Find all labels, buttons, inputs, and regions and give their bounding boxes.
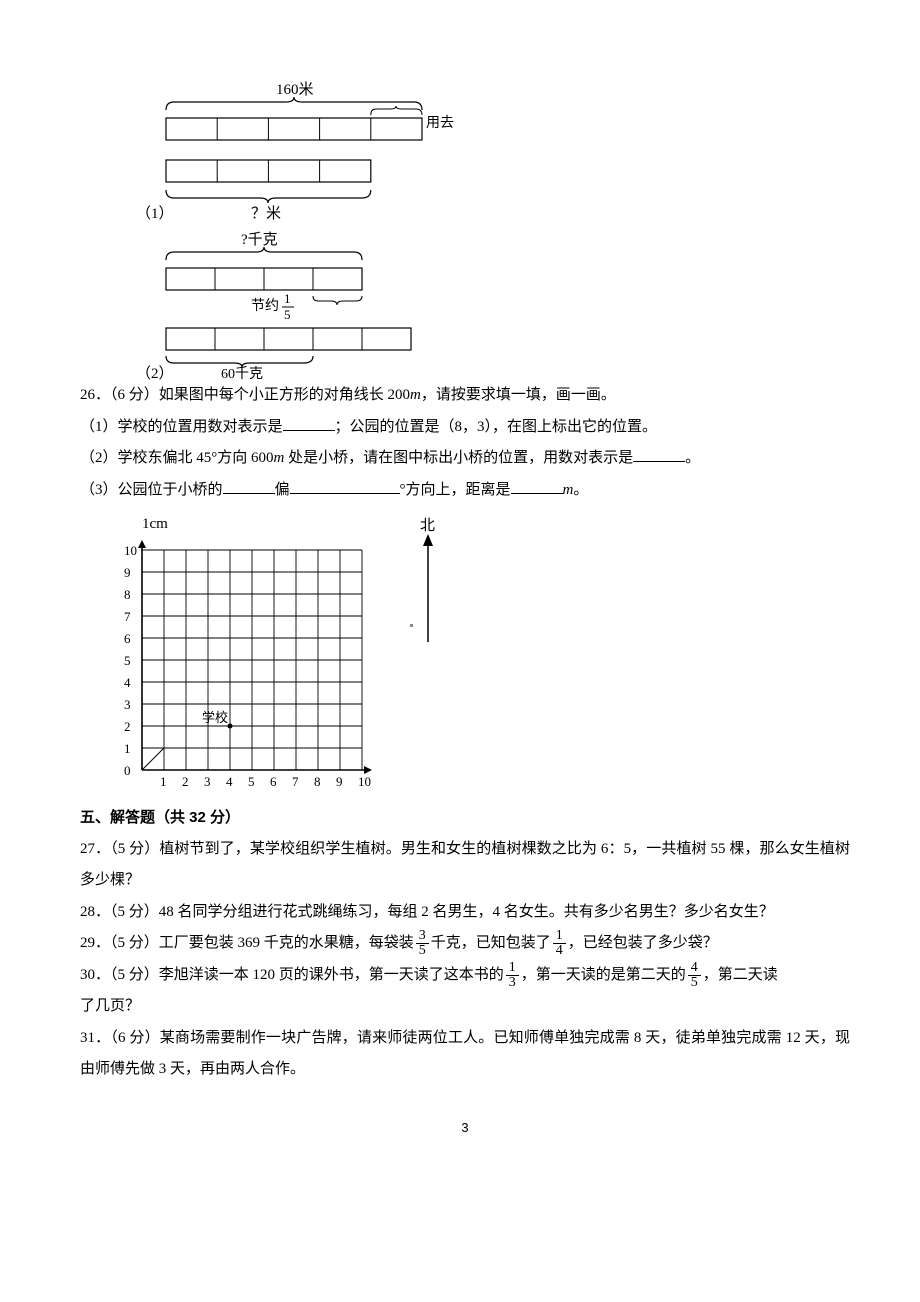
q26-p1: （1）学校的位置用数对表示是；公园的位置是（8，3），在图上标出它的位置。	[80, 412, 850, 444]
d1-index: （1）	[136, 205, 174, 222]
d1-top-brace	[166, 97, 422, 110]
svg-text:4: 4	[124, 675, 131, 690]
svg-text:5: 5	[124, 653, 131, 668]
d1-top-label: 160米	[276, 81, 314, 98]
blank	[223, 478, 275, 494]
svg-text:1: 1	[124, 741, 131, 756]
page-number: 3	[80, 1114, 850, 1141]
q30-cont: 了几页？	[80, 991, 850, 1023]
blank	[633, 446, 685, 462]
section-5-header: 五、解答题（共 32 分）	[80, 802, 850, 834]
svg-text:1: 1	[284, 291, 291, 306]
svg-text:10: 10	[358, 774, 371, 789]
d1-side-label: 用去	[426, 115, 454, 131]
d2-bottom-bar	[166, 328, 411, 350]
d1-bottom-label: ？米	[251, 205, 281, 222]
q27: 27．（5 分）植树节到了，某学校组织学生植树。男生和女生的植树棵数之比为 6：…	[80, 834, 850, 897]
svg-text:10: 10	[124, 543, 137, 558]
diagram-1: 160米 用去 1 5 ？米	[136, 80, 850, 230]
blank	[283, 415, 335, 431]
grid-unit: 1cm	[142, 516, 168, 532]
svg-text:9: 9	[124, 565, 131, 580]
svg-text:5: 5	[248, 774, 255, 789]
dot-marker	[410, 624, 413, 627]
q26-p3: （3）公园位于小桥的偏°方向上，距离是m。	[80, 475, 850, 507]
q26-header: 26．（6 分）如果图中每个小正方形的对角线长 200m，请按要求填一填，画一画…	[80, 380, 850, 412]
q28: 28．（5 分）48 名同学分组进行花式跳绳练习，每组 2 名男生，4 名女生。…	[80, 897, 850, 929]
d2-bottom-label: 60千克	[221, 366, 263, 380]
d2-top-label: ?千克	[241, 231, 278, 248]
q31: 31．（6 分）某商场需要制作一块广告牌，请来师徒两位工人。已知师傅单独完成需 …	[80, 1023, 850, 1086]
svg-text:7: 7	[292, 774, 299, 789]
fraction: 35	[416, 929, 429, 958]
diagram-1-svg: 160米 用去 1 5 ？米	[136, 80, 456, 230]
svg-text:7: 7	[124, 609, 131, 624]
d2-side-label: 节约	[251, 298, 279, 314]
svg-text:6: 6	[270, 774, 277, 789]
q26-p2: （2）学校东偏北 45°方向 600m 处是小桥，请在图中标出小桥的位置，用数对…	[80, 443, 850, 475]
fraction: 45	[688, 961, 701, 990]
q30: 30．（5 分）李旭洋读一本 120 页的课外书，第一天读了这本书的13，第一天…	[80, 960, 850, 992]
q29: 29．（5 分）工厂要包装 369 千克的水果糖，每袋装35千克，已知包装了14…	[80, 928, 850, 960]
svg-text:6: 6	[124, 631, 131, 646]
d2-index: （2）	[136, 365, 174, 380]
blank	[511, 478, 563, 494]
svg-text:8: 8	[314, 774, 321, 789]
svg-text:9: 9	[336, 774, 343, 789]
svg-text:3: 3	[204, 774, 211, 789]
document-page: 160米 用去 1 5 ？米	[0, 0, 920, 1181]
svg-text:2: 2	[182, 774, 189, 789]
grid-figure: 1cm 北 12345678910012345678910学校	[108, 512, 850, 802]
d1-top-bar	[166, 118, 422, 140]
svg-text:3: 3	[124, 697, 131, 712]
svg-text:4: 4	[226, 774, 233, 789]
svg-text:0: 0	[124, 763, 131, 778]
fraction: 13	[506, 961, 519, 990]
fraction: 14	[553, 929, 566, 958]
diagram-2-svg: ?千克 节约 1 5 60千克	[136, 230, 436, 380]
svg-text:学校: 学校	[202, 710, 228, 725]
diagram-2: ?千克 节约 1 5 60千克	[136, 230, 850, 380]
svg-text:5: 5	[284, 307, 291, 322]
blank	[290, 478, 400, 494]
svg-text:8: 8	[124, 587, 131, 602]
north-arrow-head	[423, 534, 433, 546]
grid-svg: 1cm 北 12345678910012345678910学校	[108, 512, 468, 802]
svg-text:1: 1	[160, 774, 167, 789]
north-label: 北	[420, 517, 435, 534]
svg-text:2: 2	[124, 719, 131, 734]
